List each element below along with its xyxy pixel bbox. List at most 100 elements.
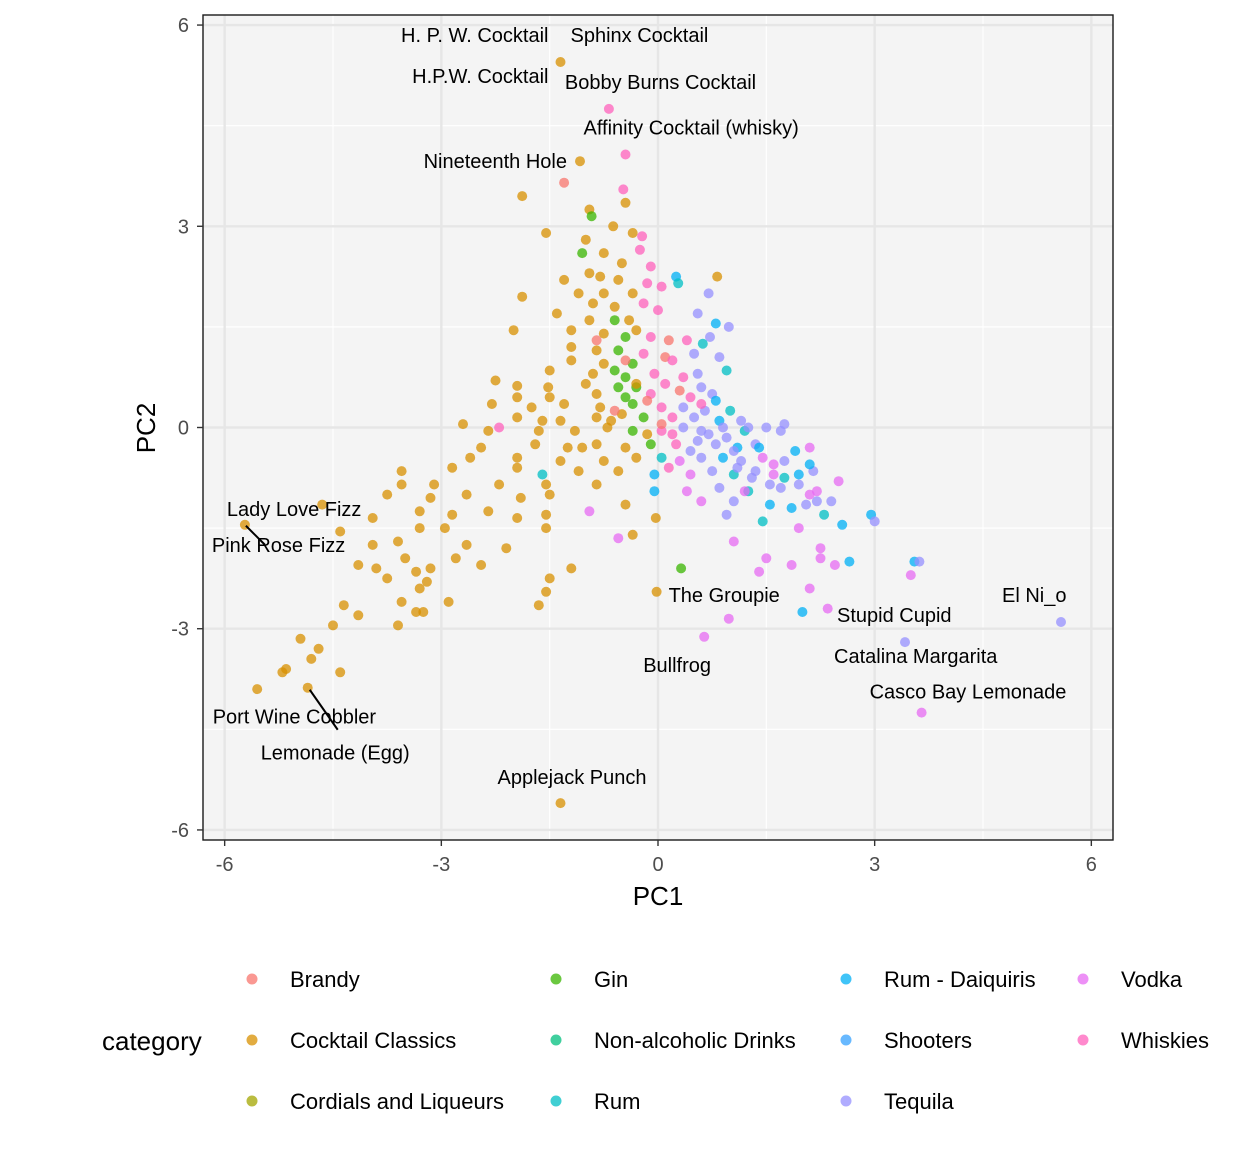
data-points <box>239 57 1066 809</box>
data-point <box>421 576 432 587</box>
data-point <box>613 466 624 477</box>
data-point <box>624 315 635 326</box>
data-point <box>295 633 306 644</box>
data-point <box>689 412 700 423</box>
data-point <box>793 479 804 490</box>
data-point <box>779 456 790 466</box>
data-point <box>801 499 812 510</box>
data-point <box>591 345 602 356</box>
legend-label: Tequila <box>884 1089 954 1114</box>
point-label: Applejack Punch <box>498 767 647 789</box>
data-point <box>613 382 624 393</box>
data-point <box>710 395 721 406</box>
data-point <box>743 422 754 433</box>
data-point <box>598 288 609 299</box>
data-point <box>458 419 468 430</box>
data-point <box>555 415 566 426</box>
data-point <box>580 378 591 389</box>
data-point <box>252 684 263 695</box>
y-axis-title: PC2 <box>131 403 161 454</box>
data-point <box>627 425 638 436</box>
data-point <box>804 442 815 453</box>
data-point <box>631 378 642 389</box>
data-point <box>541 523 552 534</box>
data-point <box>728 536 739 547</box>
data-point <box>656 402 667 413</box>
data-point <box>718 422 728 433</box>
x-tick-label: -3 <box>432 854 450 876</box>
data-point <box>681 486 692 497</box>
data-point <box>620 499 631 510</box>
data-point <box>595 271 606 282</box>
data-point <box>512 462 523 473</box>
data-point <box>517 291 528 302</box>
data-point <box>537 415 548 426</box>
data-point <box>620 149 631 160</box>
data-point <box>667 429 678 440</box>
data-point <box>620 392 631 403</box>
data-point <box>660 378 671 389</box>
data-point <box>689 348 700 359</box>
data-point <box>541 479 552 490</box>
data-point <box>533 600 544 611</box>
data-point <box>439 523 450 534</box>
data-point <box>414 506 425 517</box>
data-point <box>721 509 732 520</box>
data-point <box>335 526 346 537</box>
data-point <box>678 422 689 433</box>
data-point <box>512 452 523 463</box>
data-point <box>692 368 703 379</box>
point-label: Sphinx Cocktail <box>571 25 709 47</box>
point-label: H. P. W. Cocktail <box>401 25 548 47</box>
data-point <box>555 798 566 809</box>
data-point <box>559 177 570 188</box>
data-point <box>656 419 667 430</box>
data-point <box>490 375 501 386</box>
data-point <box>414 583 425 594</box>
legend-label: Non-alcoholic Drinks <box>594 1028 796 1053</box>
data-point <box>651 586 662 597</box>
data-point <box>306 653 317 664</box>
data-point <box>544 573 555 584</box>
data-point <box>598 248 609 259</box>
x-tick-label: -6 <box>216 854 234 876</box>
data-point <box>905 570 916 581</box>
legend-label: Vodka <box>1121 967 1183 992</box>
data-point <box>819 509 830 520</box>
data-point <box>645 261 656 272</box>
data-point <box>723 613 734 624</box>
data-point <box>616 258 627 269</box>
data-point <box>613 274 624 285</box>
data-point <box>837 519 848 530</box>
data-point <box>1056 617 1066 627</box>
data-point <box>609 405 620 416</box>
data-point <box>833 476 844 487</box>
legend-key <box>1077 973 1089 985</box>
data-point <box>338 600 349 611</box>
data-point <box>728 446 739 456</box>
data-point <box>533 425 544 436</box>
data-point <box>739 486 750 497</box>
data-point <box>638 298 649 309</box>
data-point <box>606 415 617 426</box>
data-point <box>786 503 797 513</box>
data-point <box>555 57 566 67</box>
data-point <box>573 466 584 477</box>
data-point <box>736 415 747 426</box>
point-label: H.P.W. Cocktail <box>412 66 548 88</box>
data-point <box>793 469 804 480</box>
point-label: Pink Rose Fizz <box>212 535 345 557</box>
data-point <box>638 412 649 423</box>
data-point <box>775 482 786 493</box>
point-label: Bullfrog <box>643 655 711 677</box>
data-point <box>382 489 393 500</box>
data-point <box>757 452 768 463</box>
data-point <box>418 607 429 617</box>
data-point <box>718 452 728 463</box>
data-point <box>476 442 487 453</box>
data-point <box>277 667 288 678</box>
data-point <box>649 486 660 497</box>
data-point <box>544 489 555 500</box>
legend-label: Rum - Daiquiris <box>884 967 1036 992</box>
